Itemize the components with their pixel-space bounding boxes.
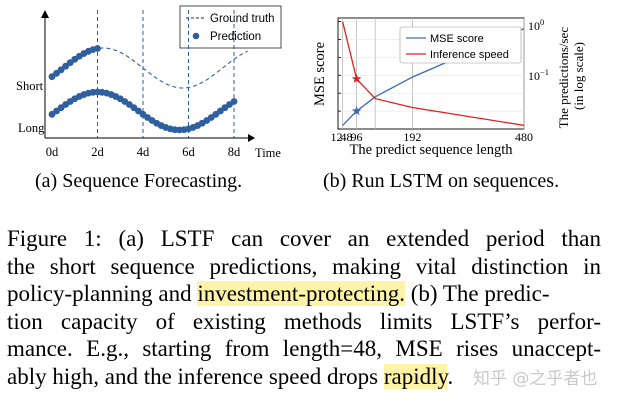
legend-box xyxy=(399,26,522,64)
inference-speed-line xyxy=(341,21,525,127)
zhihu-watermark: 知乎 @之乎者也 xyxy=(473,369,598,389)
paragraph-line-6: ably high, and the inference speed drops… xyxy=(7,363,601,391)
x-tick-label: 0d xyxy=(46,145,59,159)
prediction-dot-long xyxy=(230,98,238,105)
right-y-label-line1: The predictions/sec xyxy=(556,27,571,129)
legend-mse-label: MSE score xyxy=(430,33,484,45)
mse-star-marker xyxy=(351,106,362,116)
figure-a-legend: Ground truth Prediction xyxy=(179,5,282,49)
legend-prediction-label: Prediction xyxy=(210,31,261,43)
figure-a-x-label: Time xyxy=(255,146,281,160)
x-tick-label: 6d xyxy=(182,145,195,159)
figure-a-x-arrow xyxy=(248,134,255,142)
highlight-rapidly: rapidly xyxy=(383,363,448,389)
x-tick-label: 4d xyxy=(137,145,150,159)
figure-a-y-arrow xyxy=(41,10,49,18)
paragraph-line-1: Figure 1: (a) LSTF can cover an extended… xyxy=(7,226,601,251)
right-tick-2-exp: −1 xyxy=(540,67,549,77)
right-tick-1-base: 10 xyxy=(528,19,540,33)
x-tick-label: 12 xyxy=(331,130,343,144)
right-tick-2-base: 10 xyxy=(528,69,540,83)
y-label-short: Short xyxy=(16,79,44,93)
caption-b: (b) Run LSTM on sequences. xyxy=(323,170,560,192)
prediction-dot-short xyxy=(94,45,101,52)
legend-box xyxy=(179,5,282,49)
x-tick-label: 192 xyxy=(403,130,421,144)
x-tick-label: 48 xyxy=(341,130,353,144)
x-tick-label: 96 xyxy=(351,130,363,144)
line3-post: (b) The predic- xyxy=(404,281,550,307)
line3-pre: policy-planning and xyxy=(7,281,198,307)
paragraph-line-2: the short sequence predictions, making v… xyxy=(7,253,601,279)
x-tick-label: 480 xyxy=(515,130,533,144)
left-y-label: MSE score xyxy=(312,42,328,106)
right-y-label-line2: (in log scale) xyxy=(571,42,586,110)
figure-a-curves xyxy=(48,45,248,134)
speed-star-marker xyxy=(351,73,362,83)
legend-speed-label: Inference speed xyxy=(430,49,509,61)
right-tick-1: 100 xyxy=(528,17,544,33)
line6-post: . xyxy=(447,363,454,389)
legend-ground-truth-label: Ground truth xyxy=(210,13,275,25)
paragraph-line-5: mance. E.g., starting from length=48, MS… xyxy=(7,336,601,362)
prediction-dot-short xyxy=(57,66,65,74)
right-tick-2: 10−1 xyxy=(528,67,549,83)
figure-a-x-ticks: 0d 2d 4d 6d 8d xyxy=(46,145,241,159)
caption-a: (a) Sequence Forecasting. xyxy=(35,170,243,192)
highlight-investment-protecting: investment-protecting. xyxy=(197,281,405,307)
paragraph-line-3: policy-planning and investment-protectin… xyxy=(7,280,601,308)
y-label-long: Long xyxy=(18,121,45,135)
x-tick-label: 2d xyxy=(91,145,104,159)
ground-truth-curve xyxy=(51,47,248,89)
right-y-label: The predictions/sec (in log scale) xyxy=(556,24,586,129)
figure-caption-paragraph: Figure 1: (a) LSTF can cover an extended… xyxy=(7,225,601,391)
right-tick-1-exp: 0 xyxy=(540,17,544,27)
legend-prediction-dot xyxy=(192,32,200,40)
figure-a-sequence-forecasting: Ground truth Prediction Short Long 0d 2d 4… xyxy=(0,0,300,170)
figure-a-plot: Ground truth Prediction Short Long 0d 2d 4… xyxy=(16,5,282,160)
left-y-ticks xyxy=(338,21,341,130)
figure-b-lstm-chart: 12 48 96 192 480 100 10−1 MSE score Inferenc… xyxy=(300,0,619,170)
line6-pre: ably high, and the inference speed drops xyxy=(7,363,384,389)
figure-b-legend: MSE score Inference speed xyxy=(399,26,522,64)
x-label: The predict sequence length xyxy=(349,142,513,158)
x-tick-label: 8d xyxy=(228,145,241,159)
paragraph-line-4: tion capacity of existing methods limits… xyxy=(7,308,601,334)
